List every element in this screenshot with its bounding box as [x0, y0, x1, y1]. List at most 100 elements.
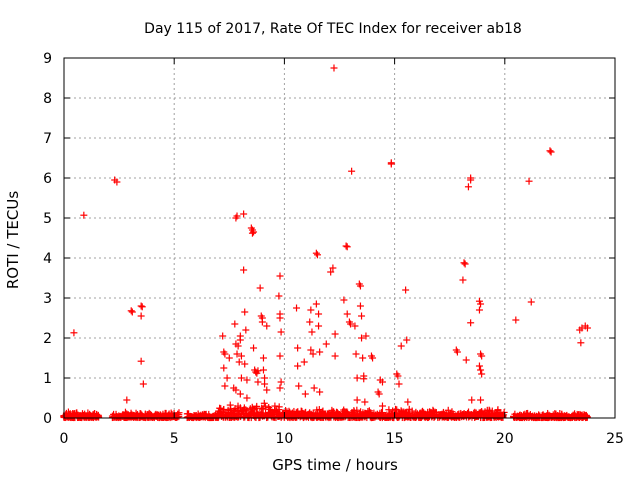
baseline-point — [253, 402, 261, 410]
data-point — [475, 306, 483, 314]
y-tick-label: 3 — [43, 291, 52, 307]
baseline-point — [485, 406, 493, 414]
y-axis-label: ROTI / TECUs — [4, 191, 22, 289]
data-point — [240, 210, 248, 218]
data-point — [263, 322, 271, 330]
x-tick-label: 0 — [60, 431, 69, 447]
data-point — [127, 307, 135, 315]
baseline-point — [385, 406, 393, 414]
data-point — [80, 211, 88, 219]
data-point — [547, 148, 555, 156]
data-point — [294, 362, 302, 370]
data-point — [475, 362, 483, 370]
data-point — [358, 312, 366, 320]
data-point — [235, 358, 243, 366]
data-point — [351, 322, 359, 330]
data-point — [583, 324, 591, 332]
x-tick-label: 15 — [386, 431, 404, 447]
plot-frame — [63, 57, 616, 419]
data-point — [220, 364, 228, 372]
data-point — [259, 366, 267, 374]
data-point — [329, 264, 337, 272]
x-tick-labels: 0 5 10 15 20 25 — [60, 431, 624, 447]
data-point — [468, 396, 476, 404]
data-point — [352, 350, 360, 358]
y-tick-label: 1 — [43, 371, 52, 387]
data-point — [362, 332, 370, 340]
data-point — [315, 322, 323, 330]
data-point — [356, 282, 364, 290]
data-point — [237, 374, 245, 382]
data-point — [231, 320, 239, 328]
data-point — [236, 390, 244, 398]
data-point — [275, 292, 283, 300]
baseline-point — [220, 405, 228, 413]
data-point — [306, 318, 314, 326]
data-point — [478, 352, 486, 360]
data-point — [312, 300, 320, 308]
data-point — [343, 243, 351, 251]
x-tick-label: 10 — [275, 431, 293, 447]
data-point — [331, 352, 339, 360]
data-point — [360, 375, 368, 383]
axis-ticks — [63, 57, 616, 419]
data-point — [330, 64, 338, 72]
data-point — [233, 212, 241, 220]
data-point — [256, 284, 264, 292]
data-point — [331, 330, 339, 338]
data-point — [241, 308, 249, 316]
baseline-point — [258, 404, 266, 412]
x-axis-label: GPS time / hours — [272, 456, 398, 474]
baseline-point — [500, 411, 508, 419]
data-point — [310, 384, 318, 392]
data-point — [353, 396, 361, 404]
data-point — [403, 336, 411, 344]
y-tick-labels: 0 1 2 3 4 5 6 7 8 9 — [43, 51, 52, 427]
data-point — [316, 348, 324, 356]
y-tick-label: 6 — [43, 171, 52, 187]
baseline-point — [242, 406, 250, 414]
y-tick-label: 2 — [43, 331, 52, 347]
data-point — [402, 286, 410, 294]
data-point — [234, 342, 242, 350]
data-point — [308, 328, 316, 336]
data-points — [70, 64, 591, 410]
data-point — [248, 229, 256, 237]
data-point — [404, 398, 412, 406]
data-point — [525, 177, 533, 185]
data-point — [241, 360, 249, 368]
y-tick-label: 7 — [43, 131, 52, 147]
data-point — [347, 320, 355, 328]
data-point — [477, 300, 485, 308]
data-point — [225, 354, 233, 362]
data-point — [250, 344, 258, 352]
data-point — [477, 366, 485, 374]
data-point — [70, 329, 78, 337]
y-tick-label: 9 — [43, 51, 52, 67]
data-point — [137, 302, 145, 310]
data-point — [276, 384, 284, 392]
data-point — [546, 147, 554, 155]
data-point — [395, 380, 403, 388]
data-point — [254, 367, 262, 375]
data-point — [243, 394, 251, 402]
data-point — [221, 382, 229, 390]
data-point — [327, 268, 335, 276]
data-point — [464, 183, 472, 191]
data-point — [378, 378, 386, 386]
data-point — [294, 344, 302, 352]
data-point — [123, 396, 131, 404]
data-point — [343, 310, 351, 318]
data-point — [128, 308, 136, 316]
data-point — [300, 358, 308, 366]
data-point — [113, 178, 121, 186]
data-point — [250, 228, 258, 236]
data-point — [394, 372, 402, 380]
data-point — [219, 332, 227, 340]
data-point — [277, 328, 285, 336]
data-point — [478, 370, 486, 378]
data-point — [137, 357, 145, 365]
data-point — [307, 346, 315, 354]
data-point — [353, 374, 361, 382]
